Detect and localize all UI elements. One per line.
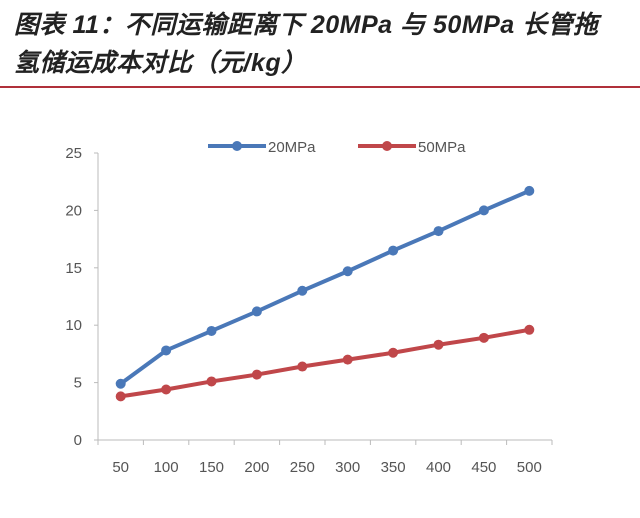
y-tick-label: 25	[65, 145, 82, 162]
x-tick-label: 300	[335, 459, 360, 476]
data-point-50MPa	[478, 332, 489, 343]
data-point-50MPa	[115, 391, 126, 402]
x-tick-label: 350	[381, 459, 406, 476]
data-point-20MPa	[206, 325, 217, 336]
title-divider	[0, 86, 640, 88]
data-point-50MPa	[161, 384, 172, 395]
data-point-20MPa	[342, 266, 353, 277]
legend-label-20MPa: 20MPa	[268, 139, 316, 156]
legend-label-50MPa: 50MPa	[418, 139, 466, 156]
data-point-50MPa	[524, 324, 535, 335]
data-point-20MPa	[478, 205, 489, 216]
title-line-1: 图表 11：不同运输距离下 20MPa 与 50MPa 长管拖	[14, 11, 599, 39]
y-tick-label: 10	[65, 317, 82, 334]
x-tick-label: 200	[244, 459, 269, 476]
x-tick-label: 50	[112, 459, 129, 476]
data-point-50MPa	[297, 361, 308, 372]
data-point-50MPa	[342, 354, 353, 365]
x-tick-label: 450	[471, 459, 496, 476]
figure-title: 图表 11：不同运输距离下 20MPa 与 50MPa 长管拖 氢储运成本对比（…	[14, 6, 634, 82]
data-point-50MPa	[388, 347, 399, 358]
series-line-50MPa	[120, 327, 530, 399]
data-point-50MPa	[433, 339, 444, 350]
y-tick-label: 15	[65, 260, 82, 277]
data-point-20MPa	[524, 185, 535, 196]
data-point-50MPa	[206, 376, 217, 387]
data-point-20MPa	[388, 245, 399, 256]
x-tick-label: 500	[517, 459, 542, 476]
series-line-20MPa	[119, 189, 531, 386]
x-tick-label: 250	[290, 459, 315, 476]
y-tick-label: 5	[74, 375, 82, 392]
data-point-20MPa	[297, 285, 308, 296]
x-tick-label: 150	[199, 459, 224, 476]
title-line-2: 氢储运成本对比（元/kg）	[14, 49, 307, 77]
x-tick-label: 400	[426, 459, 451, 476]
data-point-20MPa	[161, 345, 172, 356]
data-point-50MPa	[251, 369, 262, 380]
data-point-20MPa	[433, 226, 444, 237]
data-point-20MPa	[251, 306, 262, 317]
x-tick-label: 100	[154, 459, 179, 476]
y-tick-label: 0	[74, 432, 82, 449]
legend-marker-20MPa	[232, 141, 242, 151]
data-point-20MPa	[115, 378, 126, 389]
legend-marker-50MPa	[382, 141, 392, 151]
y-tick-label: 20	[65, 202, 82, 219]
